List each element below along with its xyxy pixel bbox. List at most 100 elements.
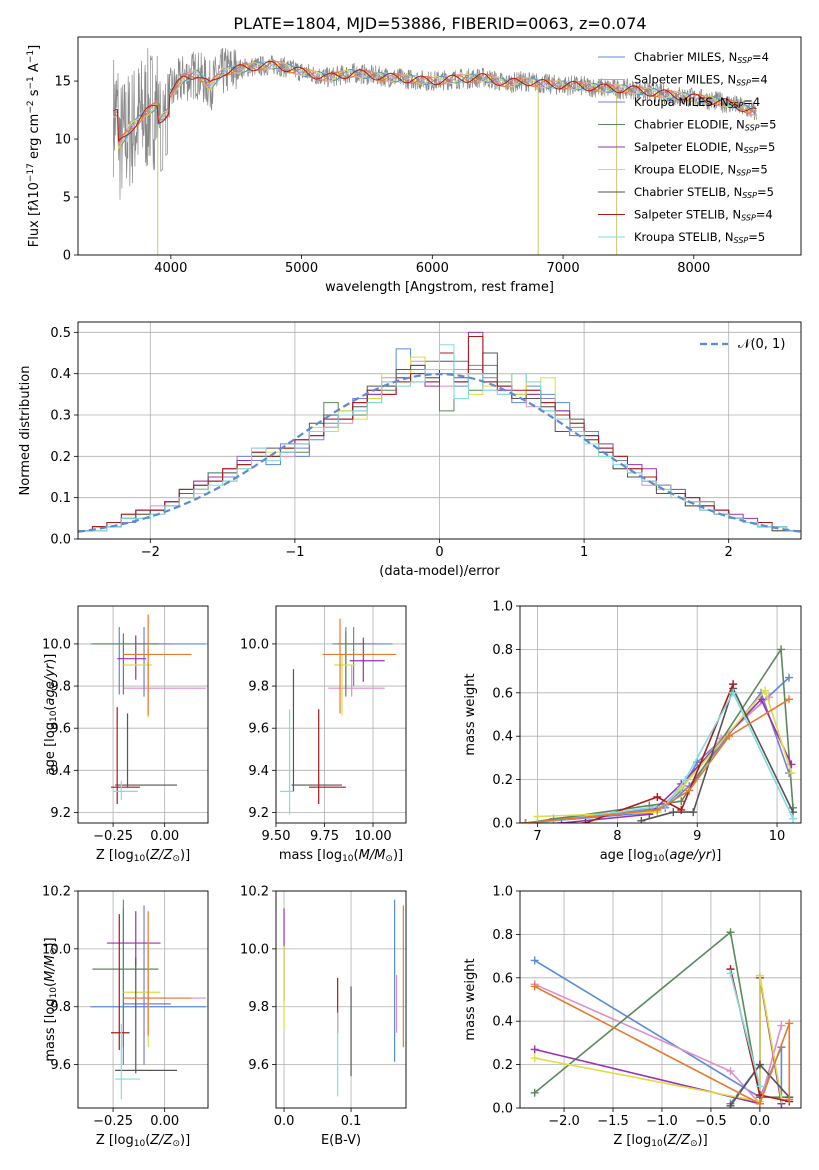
weight-line-salpeter_miles: [534, 983, 783, 1106]
weight-marker-chabrier_stelib: [726, 1101, 735, 1108]
age_vs_mass-y-tick-label: 10.0: [240, 637, 269, 652]
residuals-x-tick-label: −1: [285, 545, 304, 560]
mass_vs_z-frame: [77, 890, 209, 1109]
weight-marker-salpeter_stelib: [729, 680, 738, 689]
age_vs_z-plot-area: [90, 614, 206, 805]
weight-line-kroupa_elodie: [534, 975, 783, 1103]
legend-entry: Chabrier MILES, NSSP=4: [634, 50, 769, 65]
x-axis-label: E(B-V): [321, 1133, 361, 1148]
legend-entry: Kroupa ELODIE, NSSP=5: [634, 163, 768, 178]
age_vs_mass-y-tick-label: 9.2: [248, 806, 269, 821]
weight_vs_age-y-tick-label: 1.0: [492, 600, 513, 615]
spectrum-y-tick-label: 5: [63, 191, 71, 206]
weight_vs_z-x-tick-label: −1.0: [646, 1114, 678, 1129]
weight_vs_age-y-tick-label: 0.0: [492, 817, 513, 832]
mass_vs_ebv-x-tick-label: 0.1: [341, 1114, 362, 1129]
age_vs_mass-x-tick-label: 9.50: [262, 829, 291, 844]
weight-marker-orange: [755, 1099, 764, 1108]
spectrum-frame: [77, 36, 802, 256]
weight-marker-salpeter_stelib: [581, 819, 590, 823]
mass_vs_ebv-y-tick-label: 9.8: [248, 1000, 269, 1015]
legend-entry: Chabrier STELIB, NSSP=5: [634, 185, 774, 200]
age_vs_z-grid: [78, 606, 208, 823]
spectrum-model-salpeter_miles: [113, 61, 757, 147]
weight-marker-orange: [685, 786, 694, 795]
y-axis-label: mass weight: [463, 958, 478, 1040]
spectrum-model-orange: [112, 60, 757, 144]
spectrum-data-line: [112, 47, 757, 200]
age_vs_z-y-tick-label: 9.6: [50, 722, 71, 737]
x-axis-label: Z [log10(Z/Z⊙)]: [96, 848, 190, 864]
y-axis-label: Flux [fλ10−17 erg cm−2 s−1 A−1]: [26, 45, 42, 247]
weight_vs_age-y-tick-label: 0.6: [492, 686, 513, 701]
legend-entry: Kroupa MILES, NSSP=4: [634, 95, 760, 110]
weight_vs_age-x-tick-label: 7: [533, 829, 541, 844]
residuals-y-tick-label: 0.4: [50, 367, 71, 382]
panel-mass_vs_z: −0.25 0.00 9.6 9.8 10.0 10.2 Z [log10(Z/Z⊙)] ma…: [42, 885, 209, 1149]
residuals-y-tick-label: 0.1: [50, 491, 71, 506]
age_vs_mass-x-tick-label: 10.00: [354, 829, 391, 844]
weight_vs_z-x-tick-label: −1.5: [597, 1114, 629, 1129]
figure-title: PLATE=1804, MJD=53886, FIBERID=0063, z=0…: [233, 14, 646, 33]
weight-marker-salpeter_miles: [777, 1021, 786, 1030]
mass_vs_z-y-tick-label: 9.6: [50, 1058, 71, 1073]
weight-line-salpeter_elodie: [561, 697, 793, 823]
weight-marker-chabrier_elodie: [530, 1088, 539, 1097]
weight-marker-kroupa_stelib: [681, 775, 690, 784]
weight_vs_age-grid: [520, 605, 801, 824]
residuals-y-tick-label: 0.0: [50, 533, 71, 548]
panel-age_vs_z: −0.25 0.00 9.2 9.4 9.6 9.8 10.0 Z [log10(Z/Z⊙)]…: [42, 605, 209, 864]
mass_vs_ebv-y-tick-label: 10.2: [240, 885, 269, 900]
spectrum-x-tick-label: 8000: [677, 261, 710, 276]
weight_vs_z-x-tick-label: −2.0: [548, 1114, 580, 1129]
weight-line-kroupa_stelib: [729, 973, 761, 1087]
residuals-x-tick-label: 1: [580, 545, 588, 560]
weight_vs_z-frame: [519, 890, 802, 1109]
panel-weight_vs_age: 7 8 9 10 0.0 0.2 0.4 0.6 0.8 1.0 age [log10(age/yr…: [463, 600, 802, 864]
weight-marker-salpeter_stelib: [677, 805, 686, 814]
weight-marker-kroupa_elodie: [530, 1054, 539, 1063]
y-axis-label: Normed distribution: [18, 366, 33, 496]
weight-marker-salpeter_miles: [726, 1067, 735, 1076]
mass_vs_ebv-frame: [275, 890, 407, 1109]
weight-marker-kroupa_stelib: [726, 969, 735, 978]
weight_vs_age-frame: [519, 605, 802, 824]
residuals-y-tick-label: 0.2: [50, 450, 71, 465]
legend-entry: Salpeter STELIB, NSSP=4: [634, 208, 773, 223]
weight_vs_z-y-tick-label: 0.0: [492, 1102, 513, 1117]
panel-residuals: −2 −1 0 1 2 0.0 0.1 0.2 0.3 0.4 0.5 (data-model)/er…: [18, 321, 802, 579]
weight-marker-kroupa_stelib: [729, 688, 738, 697]
age_vs_mass-x-tick-label: 9.75: [310, 829, 339, 844]
spectrum-x-tick-label: 4000: [154, 261, 187, 276]
weight_vs_z-y-tick-label: 0.2: [492, 1058, 513, 1073]
residuals-x-tick-label: 2: [725, 545, 733, 560]
weight_vs_z-y-tick-label: 0.6: [492, 971, 513, 986]
weight-marker-chabrier_stelib: [669, 808, 678, 817]
weight_vs_z-grid: [520, 890, 801, 1109]
weight-marker-kroupa_elodie: [755, 971, 764, 980]
spectrum-x-tick-label: 5000: [285, 261, 318, 276]
weight-marker-salpeter_elodie: [530, 1045, 539, 1054]
weight-line-chabrier_miles: [525, 677, 790, 823]
residuals-y-tick-label: 0.3: [50, 409, 71, 424]
mass_vs_ebv-plot-area: [283, 899, 404, 1097]
mass_vs_z-grid: [78, 890, 208, 1108]
weight_vs_z-x-tick-label: −0.5: [695, 1114, 727, 1129]
weight_vs_z-plot-area: [530, 928, 794, 1108]
x-axis-label: Z [log10(Z/Z⊙)]: [613, 1133, 707, 1149]
panel-mass_vs_ebv: 0.0 0.1 9.6 9.8 10.0 10.2 E(B-V): [240, 885, 407, 1148]
mass_vs_z-y-tick-label: 10.2: [42, 885, 71, 900]
mass_vs_ebv-y-tick-label: 10.0: [240, 942, 269, 957]
weight-line-salpeter_miles: [525, 696, 770, 823]
age_vs_mass-y-tick-label: 9.4: [248, 764, 269, 779]
residuals-x-tick-label: −2: [141, 545, 160, 560]
weight-marker-orange: [785, 695, 794, 704]
spectrum-plot-area: [112, 47, 757, 255]
x-axis-label: (data-model)/error: [379, 564, 500, 579]
y-axis-label: age [log10(age/yr)]: [43, 654, 59, 776]
weight-marker-orange: [785, 1095, 794, 1104]
spectrum-model-chabrier_miles: [112, 61, 757, 150]
age_vs_z-y-tick-label: 9.4: [50, 764, 71, 779]
